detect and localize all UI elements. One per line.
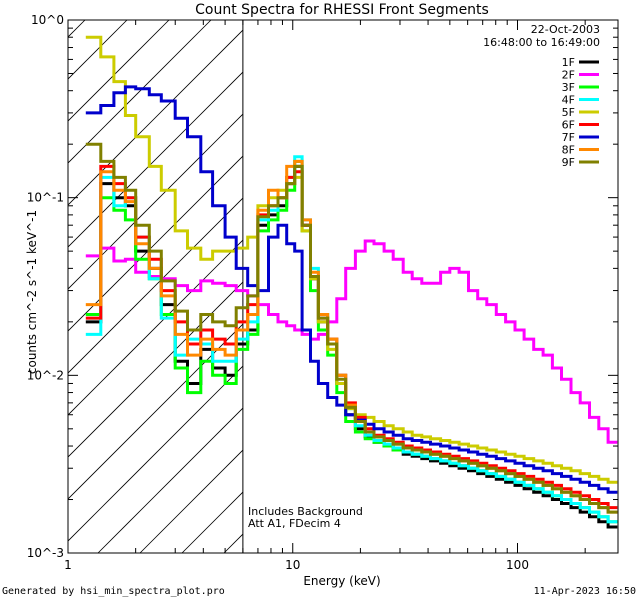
legend-label-3F: 3F <box>562 81 575 94</box>
legend-label-5F: 5F <box>562 106 575 119</box>
y-tick-label-1e-3: 10^-3 <box>27 546 64 560</box>
footer-generated-by: Generated by hsi_min_spectra_plot.pro <box>2 586 225 597</box>
annotation-attenuator: Att A1, FDecim 4 <box>248 517 341 530</box>
y-tick-label-1e0: 10^0 <box>31 13 64 27</box>
time-range-label: 16:48:00 to 16:49:00 <box>483 36 600 49</box>
series-1F-line <box>85 164 618 529</box>
y-tick-label-1e-1: 10^-1 <box>27 191 64 205</box>
plot-frame <box>67 19 619 554</box>
series-2F-line <box>85 239 618 444</box>
legend-label-2F: 2F <box>562 69 575 82</box>
series-5F-line <box>85 35 618 484</box>
y-axis-label: counts cm^-2 s^-1 keV^-1 <box>25 210 39 374</box>
series-9F-line <box>85 142 618 514</box>
legend-label-9F: 9F <box>562 156 575 169</box>
annotation-background: Includes Background <box>248 505 363 518</box>
series-7F-line <box>85 85 618 494</box>
x-tick-label-100: 100 <box>506 558 529 572</box>
legend-label-8F: 8F <box>562 144 575 157</box>
x-tick-label-1: 1 <box>64 558 72 572</box>
chart-title: Count Spectra for RHESSI Front Segments <box>195 2 489 18</box>
y-tick-label-1e-2: 10^-2 <box>27 368 64 382</box>
footer-timestamp: 11-Apr-2023 16:50 <box>534 586 636 597</box>
legend-label-1F: 1F <box>562 56 575 69</box>
legend-label-6F: 6F <box>562 119 575 132</box>
attenuator-hatch <box>68 20 243 553</box>
legend-label-4F: 4F <box>562 94 575 107</box>
legend-label-7F: 7F <box>562 131 575 144</box>
series-6F-line <box>85 164 618 510</box>
date-label: 22-Oct-2003 <box>531 23 600 36</box>
x-axis-label: Energy (keV) <box>303 574 380 588</box>
x-tick-label-10: 10 <box>285 558 300 572</box>
